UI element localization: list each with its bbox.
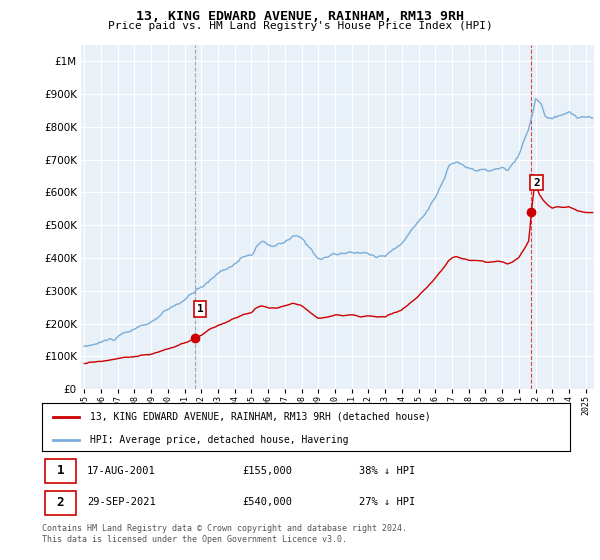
Text: 2: 2 [533, 178, 540, 188]
Text: 17-AUG-2001: 17-AUG-2001 [87, 466, 155, 476]
Text: 13, KING EDWARD AVENUE, RAINHAM, RM13 9RH: 13, KING EDWARD AVENUE, RAINHAM, RM13 9R… [136, 10, 464, 22]
Text: 29-SEP-2021: 29-SEP-2021 [87, 497, 155, 507]
Text: Contains HM Land Registry data © Crown copyright and database right 2024.: Contains HM Land Registry data © Crown c… [42, 524, 407, 533]
FancyBboxPatch shape [44, 491, 76, 515]
Text: Price paid vs. HM Land Registry's House Price Index (HPI): Price paid vs. HM Land Registry's House … [107, 21, 493, 31]
Text: HPI: Average price, detached house, Havering: HPI: Average price, detached house, Have… [89, 435, 348, 445]
Text: This data is licensed under the Open Government Licence v3.0.: This data is licensed under the Open Gov… [42, 534, 347, 544]
Text: 2: 2 [57, 496, 64, 509]
Text: 13, KING EDWARD AVENUE, RAINHAM, RM13 9RH (detached house): 13, KING EDWARD AVENUE, RAINHAM, RM13 9R… [89, 412, 430, 422]
Text: 27% ↓ HPI: 27% ↓ HPI [359, 497, 415, 507]
Text: 38% ↓ HPI: 38% ↓ HPI [359, 466, 415, 476]
Text: 1: 1 [197, 304, 203, 314]
Text: £155,000: £155,000 [242, 466, 293, 476]
Text: £540,000: £540,000 [242, 497, 293, 507]
Text: 1: 1 [57, 464, 64, 477]
FancyBboxPatch shape [44, 459, 76, 483]
